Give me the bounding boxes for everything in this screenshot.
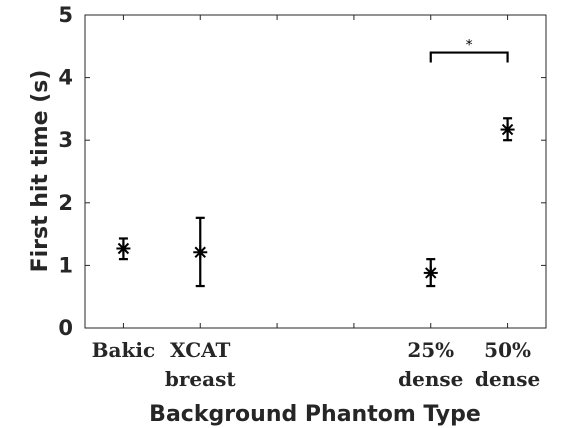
x-tick-label: 50% [484, 338, 531, 362]
star-stroke [117, 242, 130, 255]
data-point [193, 216, 208, 288]
star-stroke [501, 123, 514, 136]
star-stroke [194, 246, 206, 258]
star-marker [116, 241, 131, 256]
axes [84, 14, 547, 329]
y-tick-label: 0 [58, 316, 73, 340]
x-tick-label: Bakic [92, 338, 156, 362]
star-marker [500, 122, 515, 137]
data-point [116, 237, 131, 261]
data-point [423, 258, 438, 288]
data-points [116, 117, 515, 288]
x-tick-label: 25% [407, 338, 454, 362]
x-tick-label-line2: dense [398, 367, 463, 391]
y-tick-label: 2 [58, 191, 73, 215]
star-marker [193, 245, 208, 260]
significance-bracket: * [429, 38, 509, 63]
x-tick-labels: Bakic XCAT breast 25% dense 50% dense [92, 338, 541, 391]
bracket-line [429, 51, 509, 63]
y-axis-label: First hit time (s) [28, 70, 53, 273]
x-tick-label-line2: dense [475, 367, 540, 391]
significance-label: * [466, 38, 473, 54]
tick-marks [85, 14, 546, 329]
star-stroke [425, 267, 437, 279]
y-tick-labels: 0 1 2 3 4 5 [58, 3, 73, 340]
y-tick-label: 1 [58, 253, 73, 277]
x-tick-label-line2: breast [165, 367, 236, 391]
plot-frame [84, 14, 547, 329]
y-tick-label: 5 [58, 3, 73, 27]
y-tick-label: 3 [58, 128, 73, 152]
x-axis-label: Background Phantom Type [149, 402, 481, 427]
y-tick-label: 4 [58, 66, 73, 90]
data-point [500, 117, 515, 142]
star-marker [423, 265, 438, 280]
x-tick-label: XCAT [170, 338, 231, 362]
